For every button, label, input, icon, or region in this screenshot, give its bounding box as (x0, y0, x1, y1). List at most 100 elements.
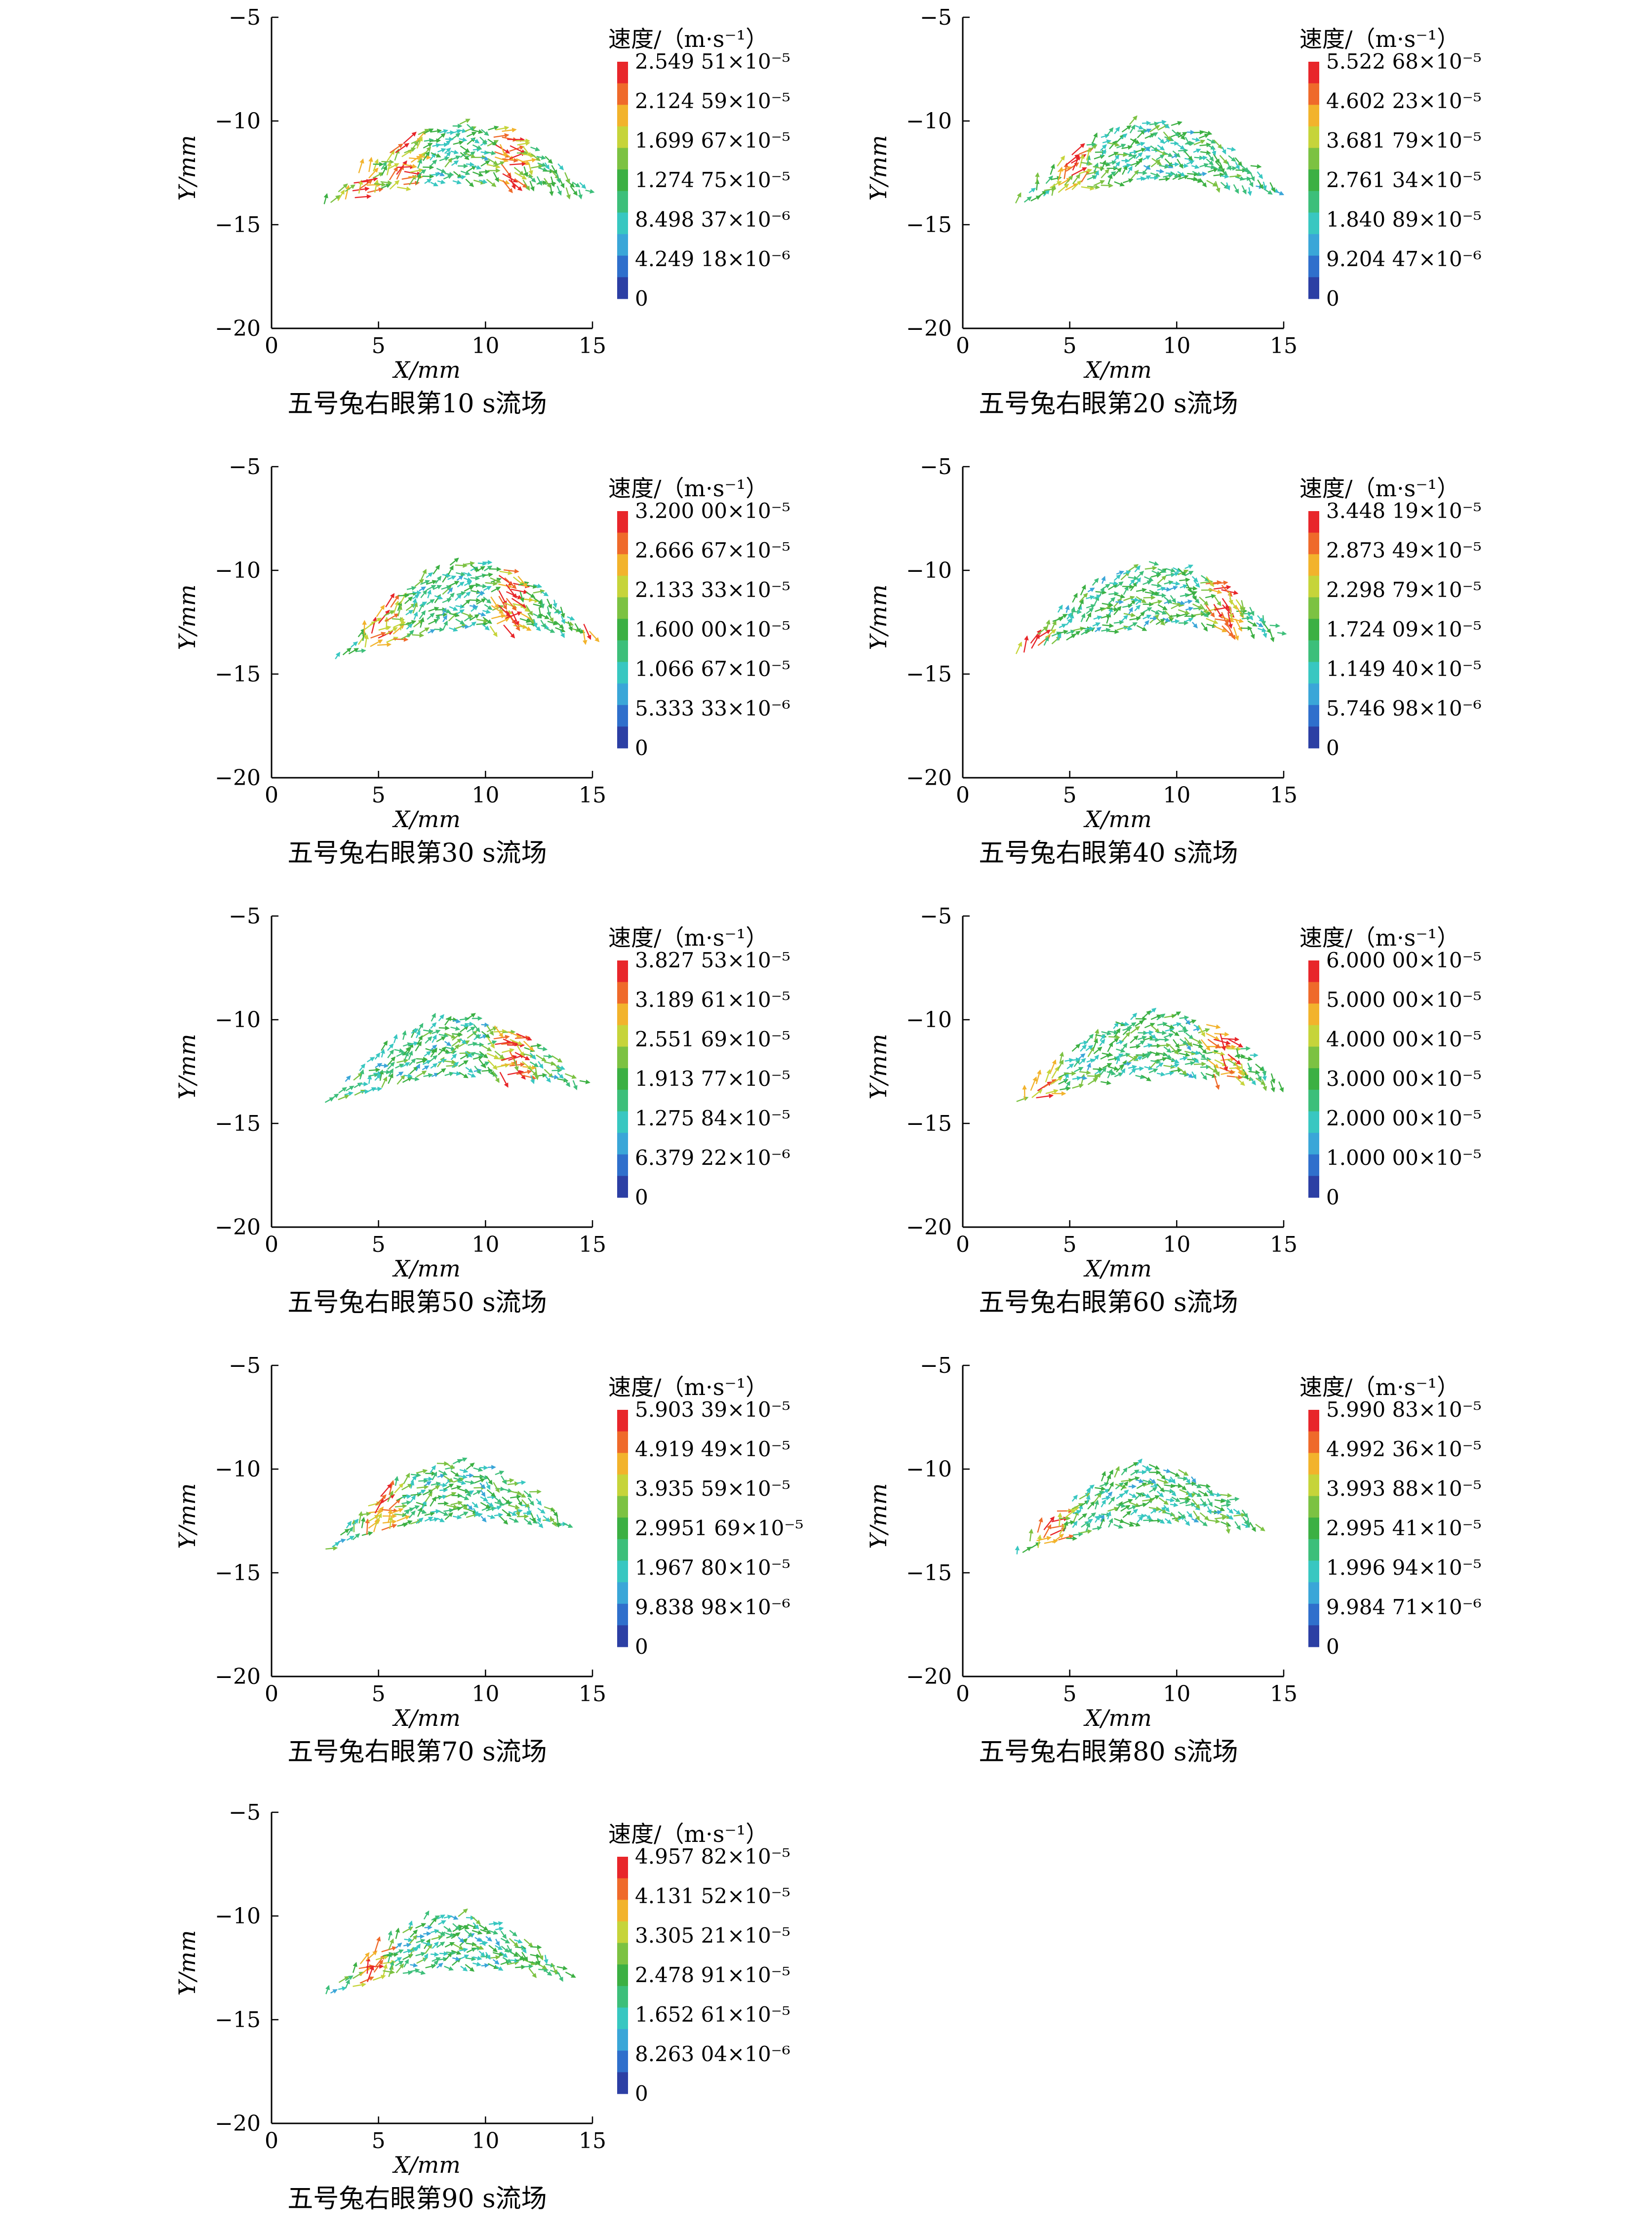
velocity-vector (460, 145, 471, 153)
velocity-vector (406, 630, 414, 638)
velocity-vector (1057, 604, 1063, 613)
colorbar-tick-label: 8.263 04×10⁻⁶ (635, 2042, 790, 2066)
velocity-vector (435, 614, 440, 624)
velocity-vector (474, 1937, 482, 1942)
velocity-vector (515, 1491, 526, 1498)
colorbar-tick-label: 5.522 68×10⁻⁵ (1326, 49, 1482, 74)
x-tick-label: 0 (265, 1681, 278, 1707)
velocity-vector (1261, 1079, 1267, 1091)
velocity-vector (488, 125, 499, 131)
velocity-vector (1128, 1462, 1139, 1469)
velocity-vector (1043, 1079, 1057, 1088)
velocity-vector (1250, 1077, 1256, 1085)
velocity-vector (430, 1465, 436, 1473)
velocity-vector (1086, 607, 1094, 614)
velocity-vector (1240, 1046, 1251, 1051)
velocity-vector (1136, 625, 1147, 631)
velocity-vector (1185, 586, 1198, 591)
colorbar-segment (1308, 255, 1319, 278)
colorbar-segment (1308, 212, 1319, 235)
colorbar-tick-label: 1.600 00×10⁻⁵ (635, 617, 790, 641)
velocity-vector (481, 1044, 492, 1051)
velocity-vector (530, 1043, 542, 1048)
velocity-vector (1157, 1471, 1166, 1480)
velocity-vector (394, 1048, 404, 1053)
velocity-vector (1116, 1503, 1126, 1508)
velocity-vector (395, 1963, 404, 1973)
velocity-vector (1106, 160, 1117, 165)
colorbar-segment (1308, 1474, 1319, 1497)
velocity-vector (516, 1514, 529, 1519)
velocity-vector (1100, 1067, 1107, 1076)
velocity-vector (1078, 599, 1084, 610)
velocity-vector (1246, 1517, 1251, 1528)
colorbar-segment (617, 1986, 628, 2008)
velocity-vector (531, 153, 541, 161)
colorbar-tick-label: 0 (635, 2081, 648, 2106)
velocity-vector (386, 627, 398, 635)
colorbar-title: 速度/（m·s⁻¹） (1299, 26, 1459, 52)
velocity-vector (467, 123, 474, 131)
velocity-vector (438, 1920, 446, 1925)
velocity-vector (405, 620, 417, 625)
velocity-vector (1107, 173, 1113, 185)
velocity-vector (1177, 1067, 1187, 1075)
velocity-vector (388, 1930, 393, 1941)
velocity-vector (385, 593, 395, 608)
velocity-vector (559, 178, 565, 189)
velocity-vector (1115, 1056, 1120, 1065)
velocity-vector (402, 1030, 407, 1040)
velocity-vector (472, 1490, 482, 1495)
velocity-vector (1226, 161, 1232, 171)
velocity-vector (393, 600, 399, 614)
velocity-vector (375, 1513, 382, 1526)
velocity-vector (450, 150, 459, 155)
velocity-vector (1108, 629, 1120, 634)
velocity-vector (444, 147, 451, 154)
velocity-vector (1199, 597, 1209, 606)
velocity-vector (1206, 1033, 1220, 1040)
velocity-vector (442, 607, 447, 615)
velocity-vector (467, 1504, 473, 1511)
velocity-vector (1121, 1467, 1128, 1476)
velocity-vector (501, 1946, 510, 1953)
velocity-vector (423, 1953, 429, 1961)
velocity-vector (430, 128, 442, 134)
velocity-vector (473, 1024, 480, 1033)
velocity-vector (358, 158, 364, 173)
velocity-vector (354, 194, 372, 199)
velocity-vector (342, 647, 352, 656)
colorbar-segment (617, 83, 628, 105)
velocity-vector (394, 1483, 404, 1494)
velocity-vector (1213, 1074, 1220, 1090)
velocity-vector (583, 624, 591, 640)
velocity-vector (1095, 590, 1107, 595)
velocity-vector (491, 614, 506, 619)
velocity-vector (1193, 580, 1200, 588)
velocity-vector (1087, 587, 1095, 593)
velocity-vector (1172, 1022, 1181, 1027)
velocity-vector (1085, 1045, 1094, 1051)
velocity-vector (1120, 133, 1128, 140)
colorbar-tick-label: 6.379 22×10⁻⁶ (635, 1146, 790, 1170)
velocity-vector (431, 152, 441, 158)
velocity-vector (1159, 164, 1170, 169)
velocity-vector (460, 152, 470, 160)
velocity-vector (1226, 1075, 1243, 1080)
velocity-vector (466, 131, 477, 137)
x-tick-label: 15 (1270, 1681, 1298, 1707)
velocity-vector (441, 585, 452, 590)
velocity-vector (452, 1019, 461, 1024)
velocity-vector (1050, 181, 1062, 189)
velocity-vector (423, 1910, 430, 1920)
velocity-vector (410, 1475, 417, 1483)
velocity-vector (410, 1495, 416, 1503)
velocity-vector (1121, 1032, 1131, 1042)
velocity-vector (502, 127, 517, 133)
velocity-vector (1227, 612, 1233, 629)
vector-field (1016, 1007, 1284, 1102)
velocity-vector (1201, 1057, 1212, 1062)
velocity-vector (536, 1962, 548, 1969)
